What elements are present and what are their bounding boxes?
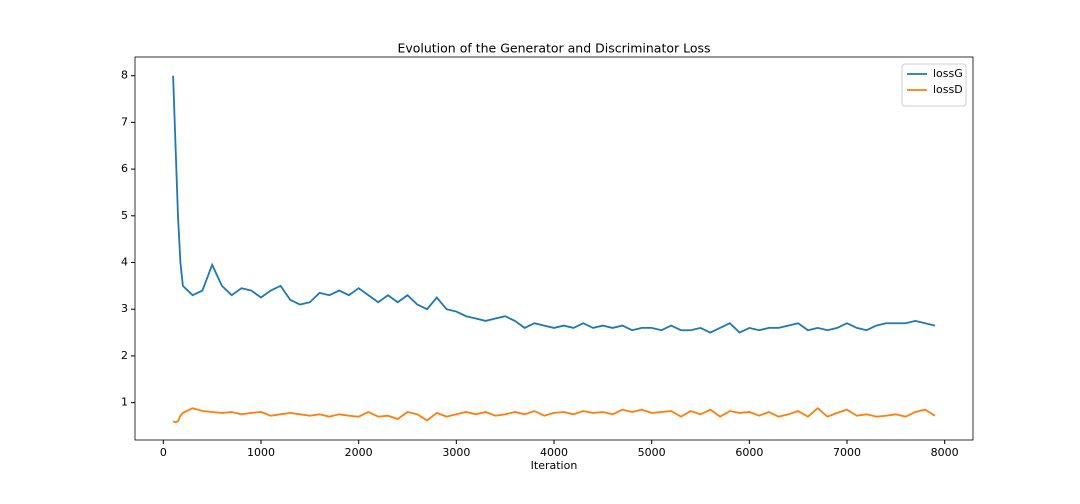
y-tick-label: 6 [121, 162, 128, 175]
y-tick-label: 2 [121, 349, 128, 362]
x-tick-label: 7000 [833, 446, 861, 459]
x-tick-label: 5000 [638, 446, 666, 459]
y-tick-label: 1 [121, 396, 128, 409]
x-axis-label: Iteration [531, 459, 578, 472]
x-tick-label: 6000 [735, 446, 763, 459]
line-series [172, 407, 936, 424]
y-tick-label: 4 [121, 256, 128, 269]
y-tick-label: 5 [121, 209, 128, 222]
y-tick-label: 7 [121, 115, 128, 128]
x-tick-label: 8000 [931, 446, 959, 459]
line-series [172, 75, 936, 334]
x-tick-label: 0 [160, 446, 167, 459]
legend-label: lossD [933, 83, 963, 96]
x-tick-label: 2000 [345, 446, 373, 459]
legend-label: lossG [933, 67, 963, 80]
x-tick-label: 1000 [247, 446, 275, 459]
x-tick-label: 3000 [442, 446, 470, 459]
chart-title: Evolution of the Generator and Discrimin… [397, 41, 710, 56]
y-tick-label: 3 [121, 302, 128, 315]
y-tick-label: 8 [121, 69, 128, 82]
plot-frame [134, 56, 974, 441]
x-tick-label: 4000 [540, 446, 568, 459]
